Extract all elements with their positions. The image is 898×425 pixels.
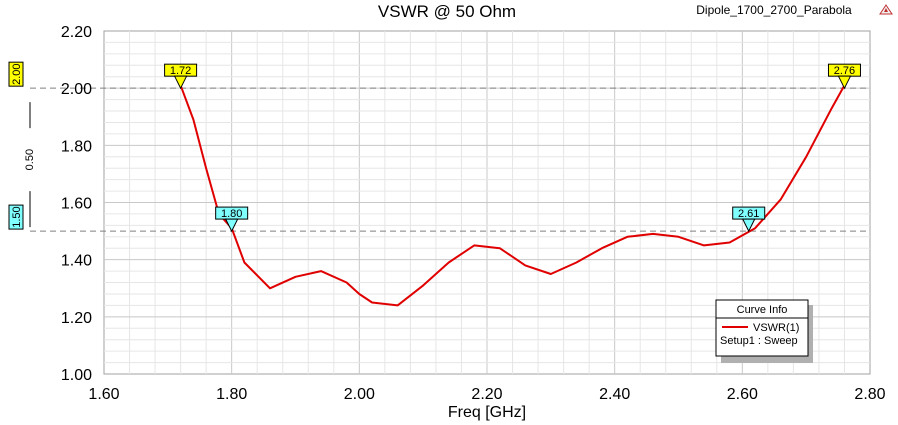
marker[interactable]: 1.72 [164, 63, 198, 90]
y-tick-label: 2.00 [61, 81, 92, 98]
y-marker: 2.00 [8, 61, 24, 87]
legend-entry: VSWR(1) [753, 322, 799, 334]
y-marker-box [8, 204, 24, 230]
y-marker-labels: 2.00 1.50 0.50 [8, 61, 36, 230]
marker[interactable]: 2.76 [827, 63, 861, 90]
x-axis-label: Freq [GHz] [448, 404, 526, 421]
x-tick-label: 2.40 [599, 386, 630, 403]
marker-triangle-icon [224, 218, 239, 233]
x-tick-labels: 1.60 1.80 2.00 2.20 2.40 2.60 2.80 [88, 386, 885, 403]
delta-label: 0.50 [24, 149, 36, 170]
chart-title: VSWR @ 50 Ohm [378, 2, 516, 21]
x-tick-label: 2.60 [727, 386, 758, 403]
marker-label: 1.80 [221, 208, 242, 220]
y-marker-box [8, 61, 24, 87]
x-tick-label: 2.20 [471, 386, 502, 403]
ansys-logo-icon [879, 4, 893, 15]
marker[interactable]: 1.80 [215, 206, 249, 233]
reference-lines [30, 87, 870, 232]
y-tick-label: 1.80 [61, 138, 92, 155]
marker[interactable]: 2.61 [732, 206, 766, 233]
series-line-vswr [179, 84, 846, 307]
y-tick-label: 1.20 [61, 310, 92, 327]
marker-label: 1.72 [170, 65, 191, 77]
marker-triangle-icon [837, 75, 852, 90]
legend-sub: Setup1 : Sweep [720, 335, 798, 347]
x-tick-label: 1.80 [216, 386, 247, 403]
y-marker: 1.50 [8, 204, 24, 230]
y-marker-text: 2.00 [11, 63, 23, 84]
x-tick-label: 2.80 [854, 386, 885, 403]
y-marker-text: 1.50 [11, 206, 23, 227]
markers-layer: 1.72 1.80 2.61 2.76 [164, 63, 861, 233]
y-tick-labels: 1.00 1.20 1.40 1.60 1.80 2.00 2.20 [61, 24, 92, 384]
legend[interactable]: Curve Info VSWR(1) Setup1 : Sweep [715, 299, 813, 363]
y-tick-label: 2.20 [61, 24, 92, 41]
legend-title: Curve Info [737, 304, 788, 316]
marker-label: 2.61 [738, 208, 759, 220]
delta-label-group: 0.50 [24, 149, 36, 170]
series-layer [179, 84, 846, 307]
marker-triangle-icon [741, 218, 756, 233]
y-tick-label: 1.40 [61, 253, 92, 270]
y-tick-label: 1.00 [61, 367, 92, 384]
marker-triangle-icon [173, 75, 188, 90]
y-tick-label: 1.60 [61, 196, 92, 213]
x-tick-label: 1.60 [88, 386, 119, 403]
design-name: Dipole_1700_2700_Parabola [696, 3, 852, 17]
marker-label: 2.76 [834, 65, 855, 77]
x-tick-label: 2.00 [344, 386, 375, 403]
